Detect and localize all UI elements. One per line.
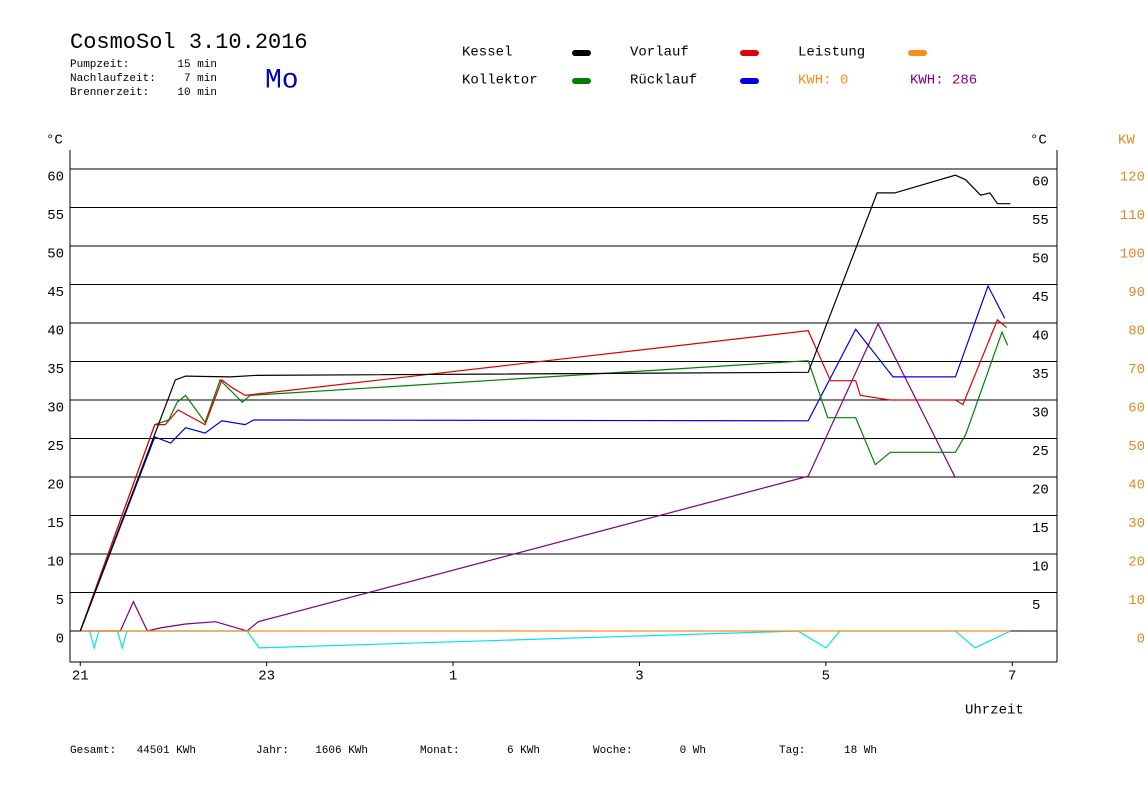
y-tick-label-right: 40 [1032, 329, 1049, 345]
y-tick-label-right: 55 [1032, 213, 1049, 229]
y2-label: KW [1118, 133, 1135, 149]
y-tick-label: 40 [47, 324, 64, 340]
y2-tick-label: 10 [1128, 593, 1145, 609]
y-tick-label: 50 [47, 247, 64, 263]
x-label: Uhrzeit [965, 703, 1024, 719]
x-tick-label: 5 [822, 669, 830, 685]
footer-value: 44501 KWh [137, 745, 196, 757]
y-tick-label: 60 [47, 170, 64, 186]
y2-tick-label: 30 [1128, 516, 1145, 532]
series-line [80, 630, 1011, 651]
info-value: 15 min [177, 59, 217, 71]
footer-label: Gesamt: [70, 745, 116, 757]
y-tick-label: 10 [47, 555, 64, 571]
y2-tick-label: 90 [1128, 285, 1145, 301]
y-tick-label: 45 [47, 285, 64, 301]
y2-tick-label: 50 [1128, 439, 1145, 455]
y2-tick-label: 120 [1120, 170, 1145, 186]
info-value: 7 min [184, 73, 217, 85]
x-tick-label: 1 [449, 669, 457, 685]
x-tick-label: 7 [1008, 669, 1016, 685]
y-tick-label: 55 [47, 208, 64, 224]
y-tick-label-right: 10 [1032, 560, 1049, 576]
info-label: Nachlaufzeit: [70, 73, 156, 85]
y-tick-label: 5 [56, 593, 64, 609]
y2-tick-label: 20 [1128, 555, 1145, 571]
info-label: Pumpzeit: [70, 59, 129, 71]
y-tick-label-right: 30 [1032, 406, 1049, 422]
y-tick-label: 35 [47, 362, 64, 378]
y2-tick-label: 40 [1128, 478, 1145, 494]
y-tick-label-right: 35 [1032, 367, 1049, 383]
y-tick-label: 30 [47, 401, 64, 417]
annotation: KWH: 286 [910, 73, 977, 89]
y2-tick-label: 60 [1128, 401, 1145, 417]
y-label-right: °C [1030, 133, 1047, 149]
y-tick-label-right: 15 [1032, 521, 1049, 537]
footer-label: Tag: [779, 745, 805, 757]
y-tick-label-right: 5 [1032, 598, 1040, 614]
info-value: 10 min [177, 87, 217, 99]
y-tick-label: 15 [47, 516, 64, 532]
annotation: KWH: 0 [798, 73, 848, 89]
y-tick-label: 0 [56, 632, 64, 648]
footer-label: Monat: [420, 745, 460, 757]
legend-label: Rücklauf [630, 73, 697, 89]
y-tick-label-right: 20 [1032, 483, 1049, 499]
y-tick-label: 25 [47, 439, 64, 455]
x-tick-label: 23 [258, 669, 275, 685]
title: CosmoSol 3.10.2016 [70, 30, 308, 55]
footer-value: 6 KWh [507, 745, 540, 757]
footer-value: 18 Wh [844, 745, 877, 757]
series-line [79, 330, 1009, 632]
x-tick-label: 21 [72, 669, 89, 685]
series-line [80, 322, 956, 632]
footer-label: Woche: [593, 745, 633, 757]
legend-label: Kollektor [462, 73, 538, 89]
series-line [79, 174, 1011, 632]
footer-label: Jahr: [256, 745, 289, 757]
legend-label: Kessel [462, 45, 512, 61]
y-tick-label-right: 60 [1032, 175, 1049, 191]
info-label: Brennerzeit: [70, 87, 149, 99]
legend-label: Vorlauf [630, 45, 689, 61]
footer-value: 0 Wh [680, 745, 706, 757]
series-line [79, 284, 1006, 632]
y2-tick-label: 80 [1128, 324, 1145, 340]
legend-label: Leistung [798, 45, 865, 61]
y2-tick-label: 110 [1120, 208, 1145, 224]
y2-tick-label: 70 [1128, 362, 1145, 378]
x-tick-label: 3 [635, 669, 643, 685]
y2-tick-label: 100 [1120, 247, 1145, 263]
y-tick-label-right: 50 [1032, 252, 1049, 268]
series-line [79, 318, 1008, 632]
day: Mo [265, 65, 299, 96]
y2-tick-label: 0 [1137, 632, 1145, 648]
footer-value: 1606 KWh [315, 745, 368, 757]
y-label: °C [46, 133, 63, 149]
y-tick-label: 20 [47, 478, 64, 494]
y-tick-label-right: 45 [1032, 290, 1049, 306]
y-tick-label-right: 25 [1032, 444, 1049, 460]
